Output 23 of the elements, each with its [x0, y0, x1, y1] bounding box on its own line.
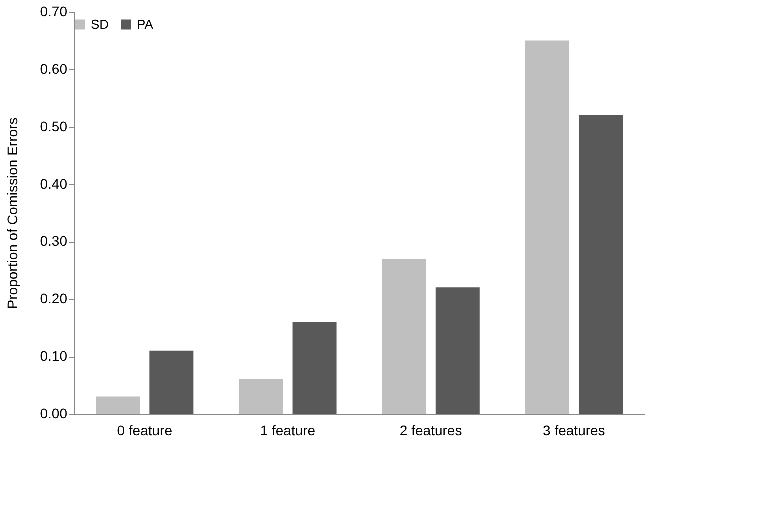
y-tick-label: 0.40: [40, 176, 68, 192]
bar: [382, 258, 426, 414]
legend-label: SD: [91, 16, 110, 32]
bar: [150, 350, 194, 414]
y-axis-title: Proportion of Comission Errors: [4, 118, 20, 310]
y-tick-label: 0.20: [40, 290, 68, 307]
bar: [525, 40, 570, 414]
bar: [239, 380, 284, 414]
bar: [578, 115, 623, 414]
y-tick-label: 0.00: [40, 406, 68, 422]
y-tick-label: 0.70: [40, 4, 68, 20]
x-tick-label: 1 feature: [260, 422, 316, 438]
y-tick-label: 0.30: [40, 233, 68, 250]
legend-label: PA: [137, 16, 154, 32]
bar: [96, 396, 140, 414]
x-tick-label: 3 features: [543, 422, 606, 438]
y-tick-label: 0.10: [40, 348, 68, 364]
x-tick-label: 0 feature: [117, 422, 173, 438]
y-tick-label: 0.50: [40, 118, 68, 134]
bar: [292, 322, 337, 414]
x-tick-label: 2 features: [400, 422, 462, 438]
y-tick-label: 0.60: [40, 60, 68, 77]
bar: [436, 288, 480, 414]
